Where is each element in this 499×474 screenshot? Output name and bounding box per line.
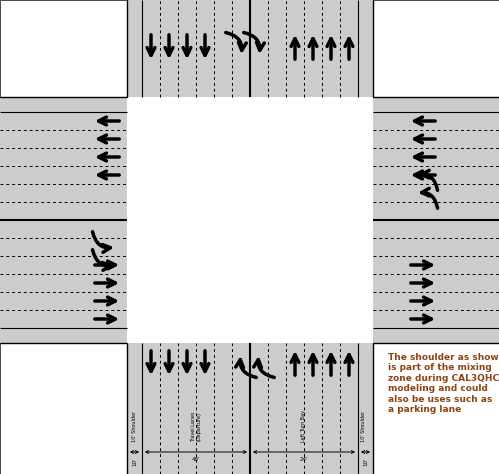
Text: 10' Shoulder: 10' Shoulder [132,411,137,442]
Text: Left Turn Bay: Left Turn Bay [301,410,306,442]
Text: Travel Lanes
(Departure): Travel Lanes (Departure) [191,411,202,442]
Text: 10': 10' [132,457,137,465]
Bar [0,0,127,97]
Bar [373,343,499,474]
Bar [127,0,373,97]
Bar [373,97,499,343]
Bar [127,343,373,474]
Text: The shoulder as shown
is part of the mixing
zone during CAL3QHC
modeling and cou: The shoulder as shown is part of the mix… [388,353,499,414]
Text: 24': 24' [300,457,308,462]
Bar [0,97,127,343]
Text: 48': 48' [192,457,200,462]
Bar [373,0,499,97]
Text: 10': 10' [363,457,368,465]
Bar [0,343,127,474]
Bar [127,97,373,343]
Text: 10' Shoulder: 10' Shoulder [361,411,366,442]
